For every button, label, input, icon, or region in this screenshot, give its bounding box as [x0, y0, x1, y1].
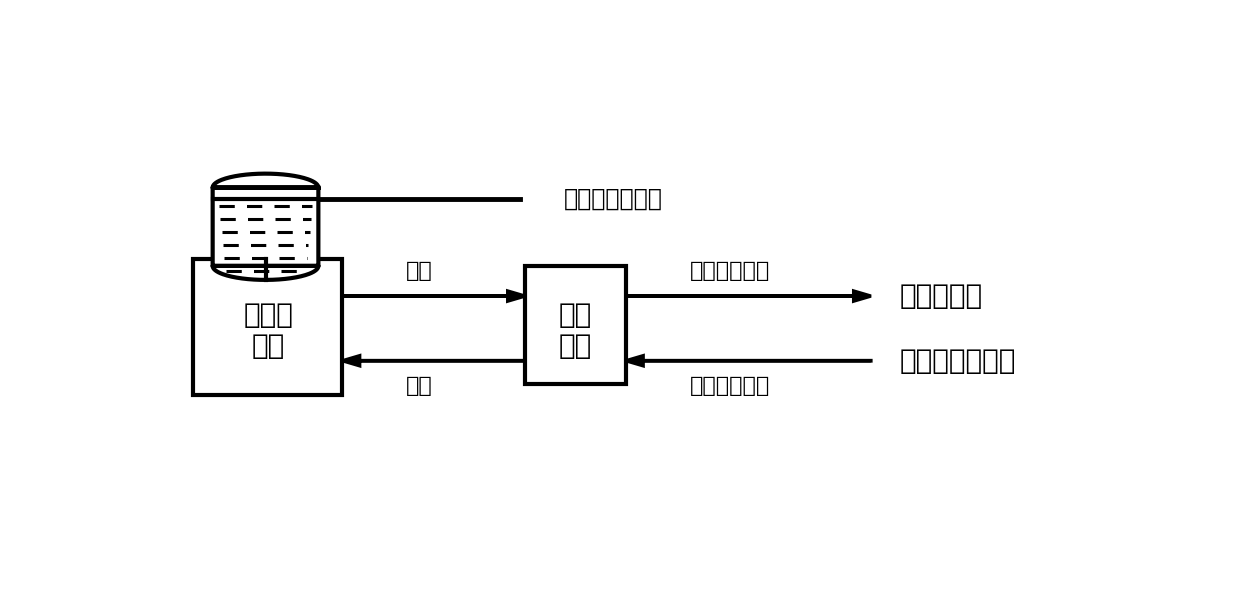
Bar — [193, 259, 342, 395]
Text: 膨胀: 膨胀 — [405, 261, 433, 281]
Text: 系统: 系统 — [252, 332, 285, 359]
Text: 容控箱低液位: 容控箱低液位 — [689, 376, 770, 396]
Text: 容控箱高液位: 容控箱高液位 — [689, 261, 770, 281]
Bar — [525, 266, 626, 384]
Text: 收缩: 收缩 — [405, 376, 433, 396]
FancyArrow shape — [342, 356, 525, 366]
Text: 一回路: 一回路 — [243, 301, 294, 329]
Polygon shape — [213, 173, 319, 280]
Text: 化容: 化容 — [558, 301, 591, 329]
Text: 稳压器程控液位: 稳压器程控液位 — [563, 187, 662, 211]
FancyArrow shape — [626, 291, 870, 301]
Text: 硼和水补给系统: 硼和水补给系统 — [900, 347, 1016, 375]
FancyArrow shape — [342, 291, 525, 301]
Text: 硼回收系统: 硼回收系统 — [900, 282, 983, 310]
Text: 系统: 系统 — [558, 332, 591, 359]
FancyArrow shape — [626, 356, 870, 366]
